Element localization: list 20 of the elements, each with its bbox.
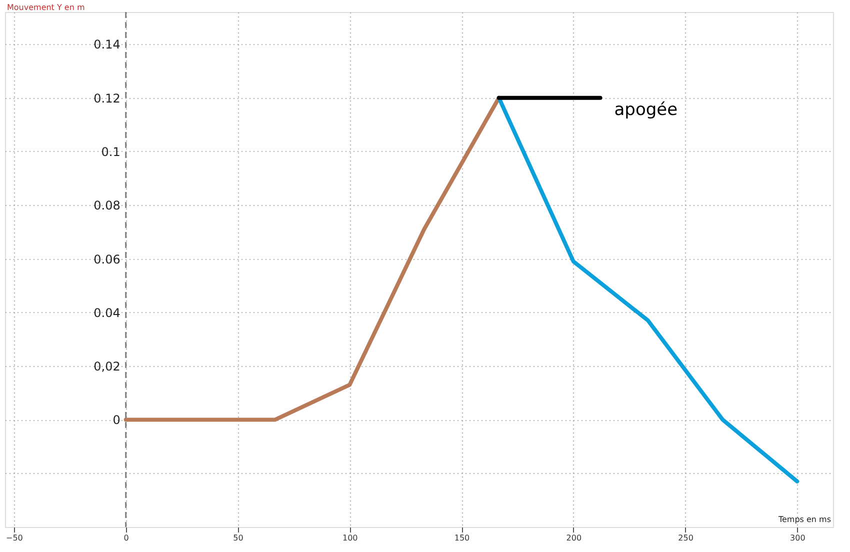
x-tick-label: 100 bbox=[342, 534, 358, 542]
x-axis-title: Temps en ms bbox=[777, 515, 831, 524]
annotation: apogée bbox=[614, 100, 678, 120]
y-tick-label: 0.1 bbox=[101, 144, 120, 159]
x-tick-label: 250 bbox=[678, 534, 694, 542]
line-series bbox=[124, 96, 501, 422]
y-tick-label: 0.06 bbox=[94, 252, 120, 266]
x-tick-label: −50 bbox=[6, 534, 23, 542]
x-tick-label: 50 bbox=[233, 534, 244, 542]
y-axis-title: Mouvement Y en m bbox=[7, 3, 85, 12]
y-tick-label: 0.14 bbox=[94, 38, 120, 52]
x-tick-label: 150 bbox=[454, 534, 470, 542]
x-tick-label: 0 bbox=[124, 534, 129, 542]
y-tick-label: 0,02 bbox=[94, 360, 120, 374]
x-tick-label: 300 bbox=[790, 534, 806, 542]
y-tick-label: 0.04 bbox=[94, 306, 120, 320]
y-tick-label: 0 bbox=[112, 413, 120, 428]
y-tick-label: 0.08 bbox=[94, 198, 120, 213]
y-tick-label: 0.12 bbox=[94, 91, 120, 106]
x-tick-label: 200 bbox=[566, 534, 582, 542]
